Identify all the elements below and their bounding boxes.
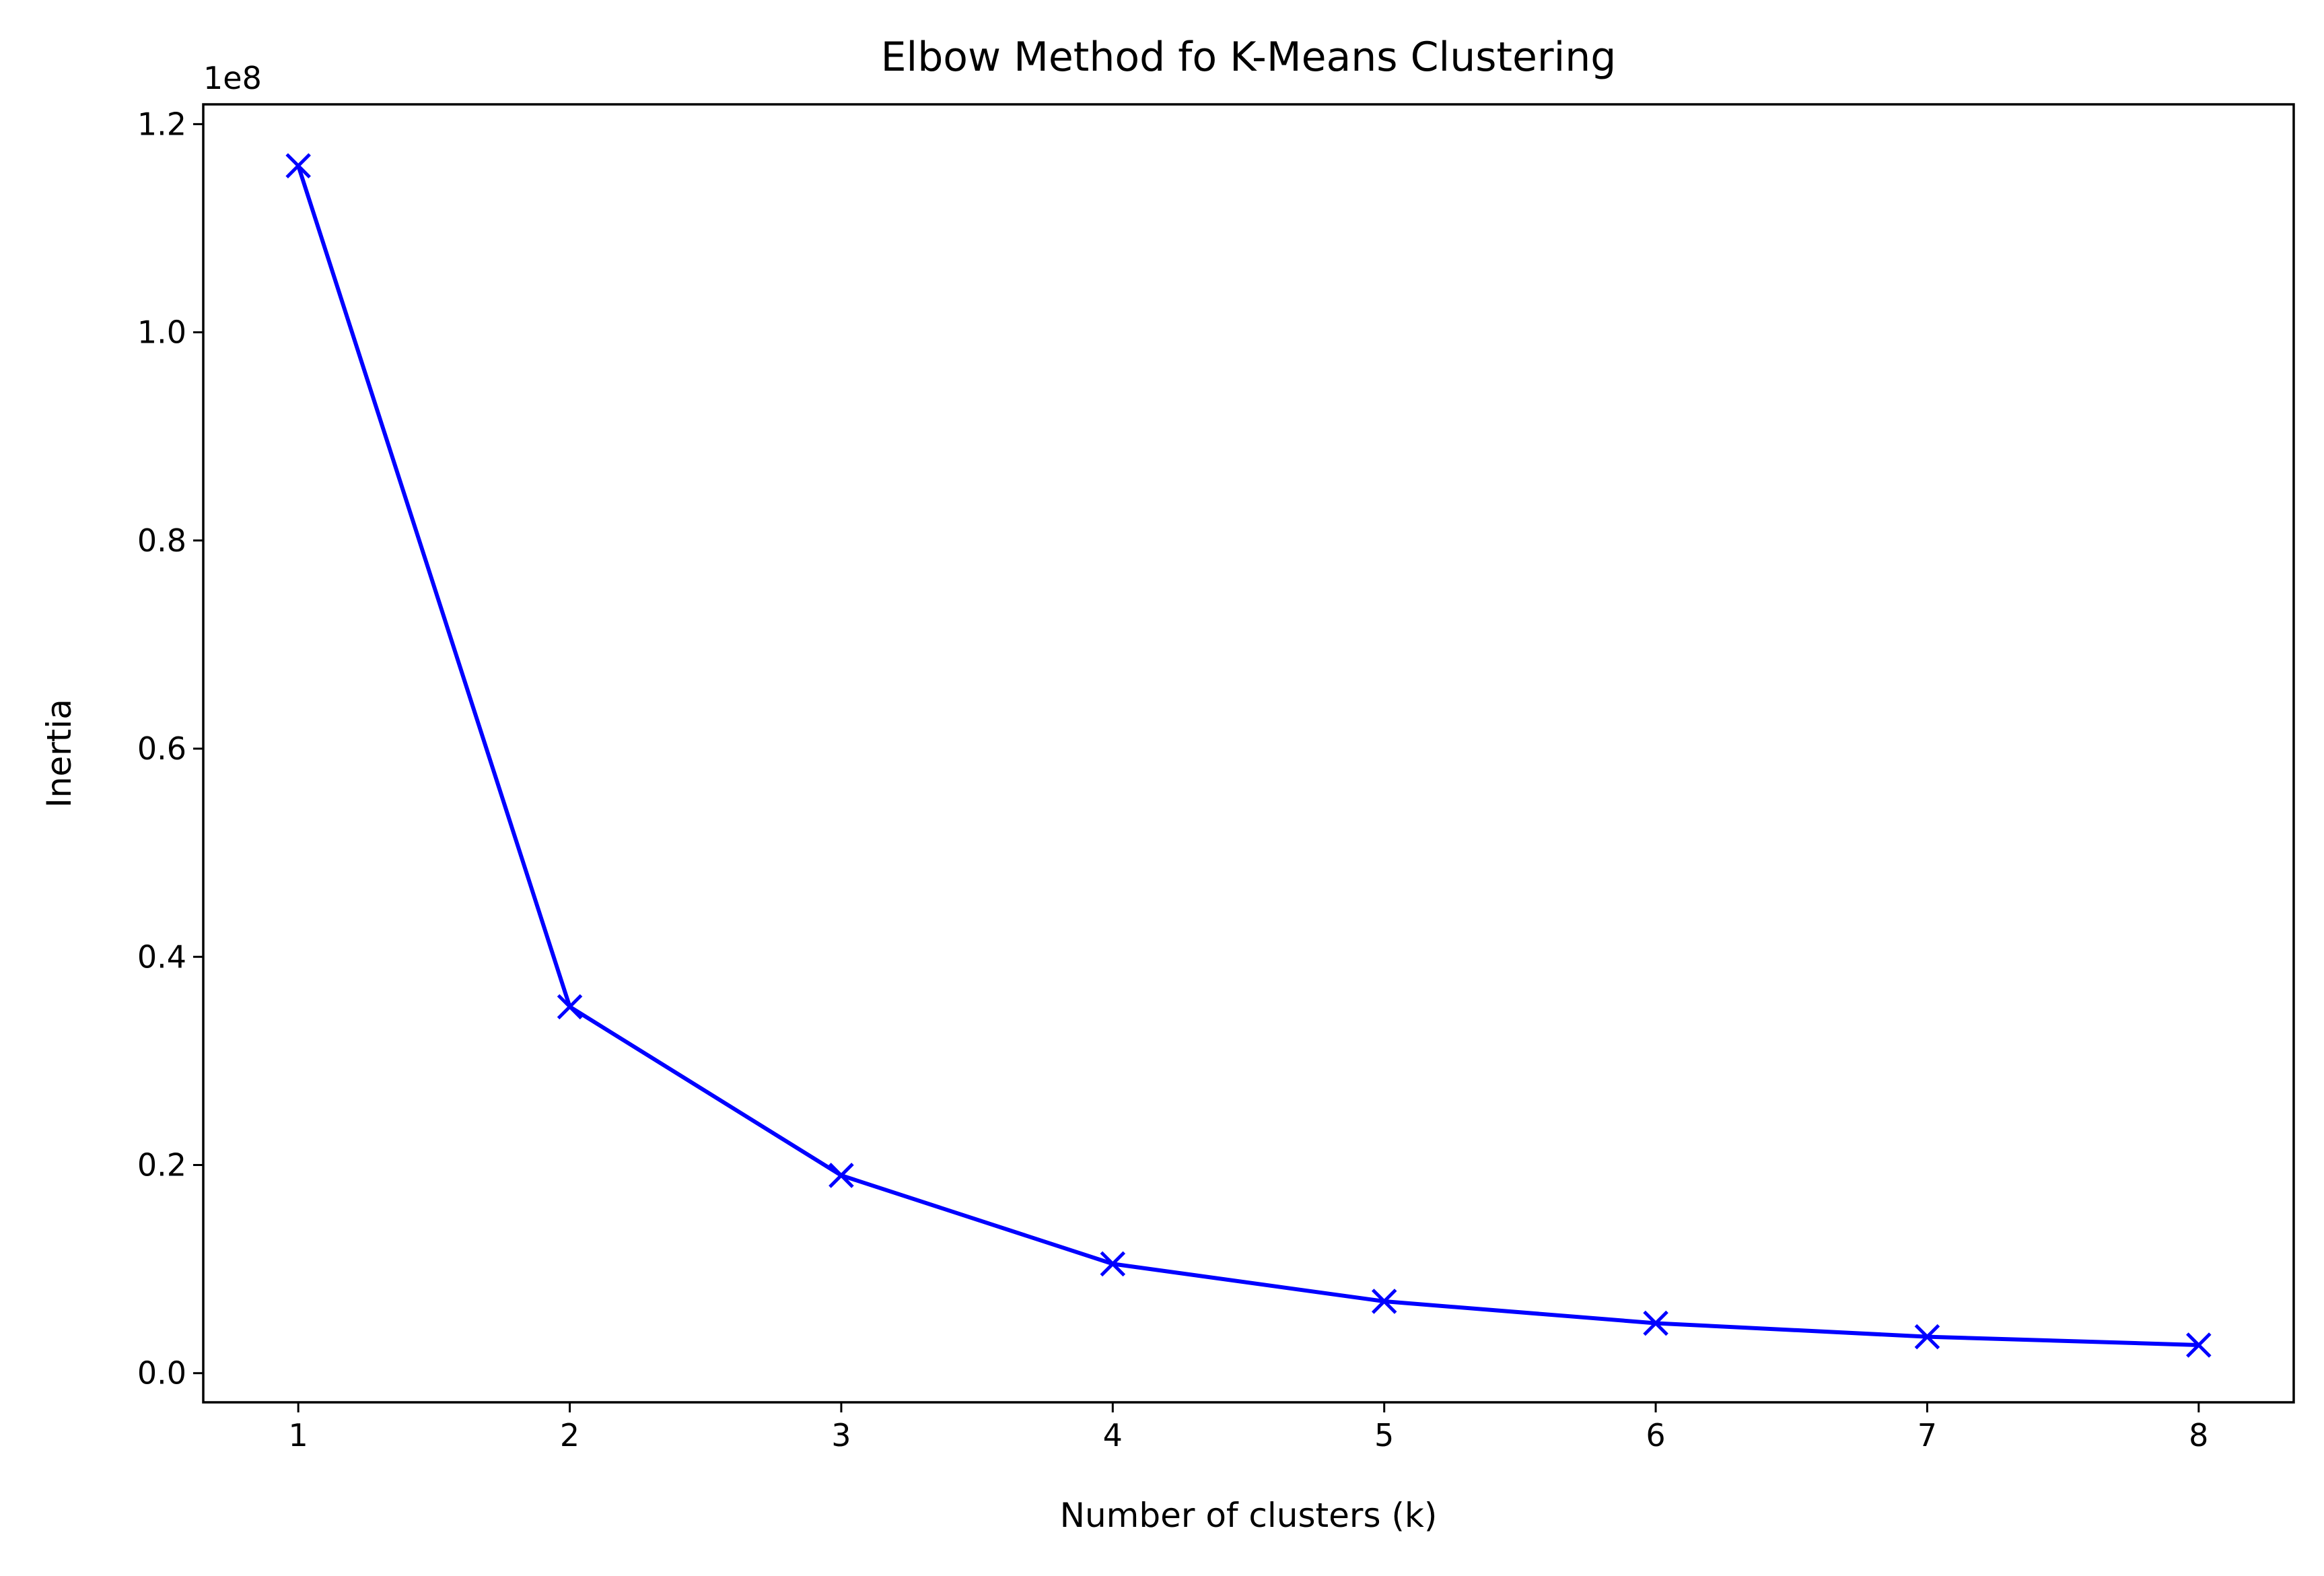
data-point-marker xyxy=(1100,1251,1126,1277)
x-tick-label: 3 xyxy=(831,1417,851,1453)
data-point-marker xyxy=(1643,1310,1668,1336)
y-tick-label: 0.0 xyxy=(137,1355,186,1392)
data-point-marker xyxy=(1914,1324,1940,1350)
data-point-marker xyxy=(285,153,311,178)
x-tick-label: 4 xyxy=(1103,1417,1123,1453)
data-point-marker xyxy=(829,1163,854,1188)
y-tick-label: 0.2 xyxy=(137,1146,186,1183)
y-tick-label: 1.2 xyxy=(137,106,186,142)
x-axis-ticks: 1 2 3 4 5 6 7 8 xyxy=(289,1402,2208,1453)
x-tick-label: 7 xyxy=(1917,1417,1937,1453)
y-tick-label: 0.8 xyxy=(137,522,186,559)
data-point-marker xyxy=(557,994,583,1020)
data-point-marker xyxy=(1371,1289,1397,1314)
y-axis-label: Inertia xyxy=(40,699,79,808)
series-line xyxy=(296,165,2199,1347)
x-tick-label: 6 xyxy=(1646,1417,1665,1453)
x-tick-label: 1 xyxy=(289,1417,308,1453)
series-layer xyxy=(285,153,2212,1358)
chart-title: Elbow Method fo K-Means Clustering xyxy=(881,34,1617,81)
x-tick-label: 5 xyxy=(1374,1417,1394,1453)
x-tick-label: 8 xyxy=(2189,1417,2208,1453)
y-tick-label: 0.6 xyxy=(137,730,186,767)
y-tick-label: 1.0 xyxy=(137,314,186,351)
x-tick-label: 2 xyxy=(560,1417,579,1453)
y-axis-offset-label: 1e8 xyxy=(203,60,262,96)
plot-frame xyxy=(202,103,2295,1404)
x-axis-label: Number of clusters (k) xyxy=(1060,1496,1438,1535)
y-tick-label: 0.4 xyxy=(137,938,186,975)
y-axis-ticks: 0.0 0.2 0.4 0.6 0.8 1.0 1.2 xyxy=(137,106,203,1392)
data-point-marker xyxy=(2186,1332,2212,1358)
